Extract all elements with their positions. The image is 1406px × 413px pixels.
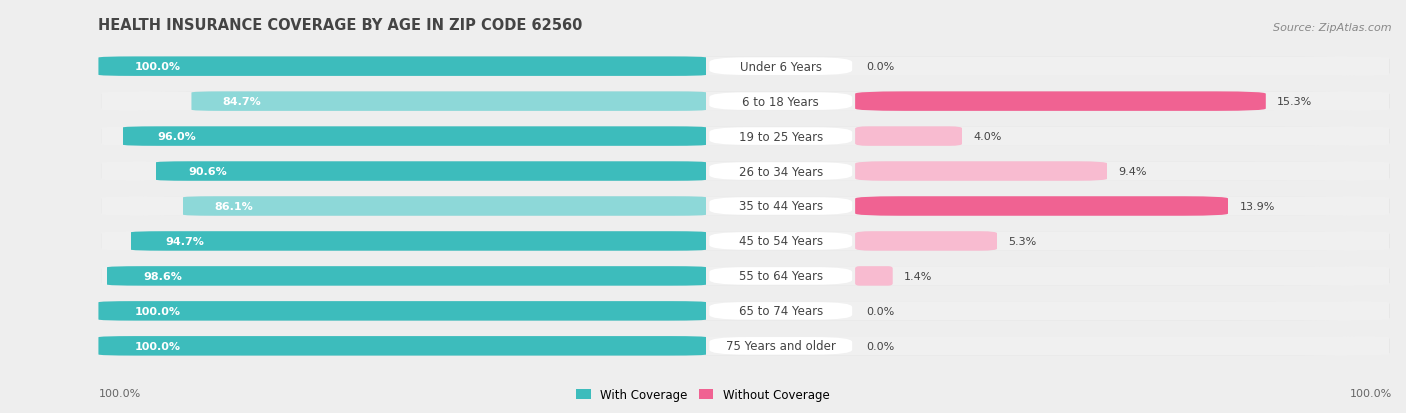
FancyBboxPatch shape bbox=[710, 58, 852, 76]
FancyBboxPatch shape bbox=[101, 162, 1389, 181]
Text: 13.9%: 13.9% bbox=[1240, 202, 1275, 211]
FancyBboxPatch shape bbox=[107, 266, 706, 286]
FancyBboxPatch shape bbox=[131, 232, 706, 251]
FancyBboxPatch shape bbox=[183, 197, 706, 216]
Text: 100.0%: 100.0% bbox=[135, 306, 181, 316]
FancyBboxPatch shape bbox=[101, 336, 1389, 356]
Text: 90.6%: 90.6% bbox=[188, 166, 228, 177]
FancyBboxPatch shape bbox=[855, 266, 893, 286]
Text: 100.0%: 100.0% bbox=[135, 62, 181, 72]
Legend: With Coverage, Without Coverage: With Coverage, Without Coverage bbox=[572, 383, 834, 406]
FancyBboxPatch shape bbox=[101, 127, 1389, 147]
Text: 26 to 34 Years: 26 to 34 Years bbox=[738, 165, 823, 178]
FancyBboxPatch shape bbox=[101, 266, 1389, 286]
Text: 55 to 64 Years: 55 to 64 Years bbox=[738, 270, 823, 283]
FancyBboxPatch shape bbox=[855, 127, 963, 147]
FancyBboxPatch shape bbox=[101, 92, 1389, 112]
Text: 86.1%: 86.1% bbox=[214, 202, 253, 211]
Text: 100.0%: 100.0% bbox=[1350, 388, 1392, 398]
FancyBboxPatch shape bbox=[101, 301, 1389, 321]
Text: 98.6%: 98.6% bbox=[143, 271, 181, 281]
FancyBboxPatch shape bbox=[710, 337, 852, 355]
FancyBboxPatch shape bbox=[710, 268, 852, 285]
Text: 1.4%: 1.4% bbox=[904, 271, 932, 281]
Text: 100.0%: 100.0% bbox=[135, 341, 181, 351]
Text: 100.0%: 100.0% bbox=[98, 388, 141, 398]
Text: 96.0%: 96.0% bbox=[157, 132, 197, 142]
FancyBboxPatch shape bbox=[855, 232, 997, 251]
Text: 75 Years and older: 75 Years and older bbox=[725, 339, 835, 352]
FancyBboxPatch shape bbox=[710, 198, 852, 215]
FancyBboxPatch shape bbox=[98, 301, 706, 321]
FancyBboxPatch shape bbox=[710, 163, 852, 180]
FancyBboxPatch shape bbox=[98, 57, 706, 77]
Text: 0.0%: 0.0% bbox=[866, 306, 894, 316]
FancyBboxPatch shape bbox=[122, 127, 706, 147]
Text: Source: ZipAtlas.com: Source: ZipAtlas.com bbox=[1274, 23, 1392, 33]
Text: 65 to 74 Years: 65 to 74 Years bbox=[738, 305, 823, 318]
Text: 4.0%: 4.0% bbox=[974, 132, 1002, 142]
Text: 45 to 54 Years: 45 to 54 Years bbox=[738, 235, 823, 248]
Text: 9.4%: 9.4% bbox=[1119, 166, 1147, 177]
FancyBboxPatch shape bbox=[101, 197, 1389, 216]
Text: HEALTH INSURANCE COVERAGE BY AGE IN ZIP CODE 62560: HEALTH INSURANCE COVERAGE BY AGE IN ZIP … bbox=[98, 18, 583, 33]
Text: 0.0%: 0.0% bbox=[866, 62, 894, 72]
Text: 19 to 25 Years: 19 to 25 Years bbox=[738, 130, 823, 143]
Text: Under 6 Years: Under 6 Years bbox=[740, 61, 821, 74]
FancyBboxPatch shape bbox=[101, 57, 1389, 77]
FancyBboxPatch shape bbox=[101, 336, 1389, 356]
Text: 84.7%: 84.7% bbox=[222, 97, 262, 107]
FancyBboxPatch shape bbox=[101, 232, 1389, 251]
FancyBboxPatch shape bbox=[156, 162, 706, 181]
FancyBboxPatch shape bbox=[855, 197, 1229, 216]
Text: 5.3%: 5.3% bbox=[1008, 236, 1036, 247]
FancyBboxPatch shape bbox=[191, 92, 706, 112]
FancyBboxPatch shape bbox=[101, 57, 1389, 77]
Text: 6 to 18 Years: 6 to 18 Years bbox=[742, 95, 820, 108]
FancyBboxPatch shape bbox=[101, 301, 1389, 321]
Text: 0.0%: 0.0% bbox=[866, 341, 894, 351]
FancyBboxPatch shape bbox=[101, 162, 1389, 181]
FancyBboxPatch shape bbox=[98, 336, 706, 356]
FancyBboxPatch shape bbox=[855, 162, 1108, 181]
FancyBboxPatch shape bbox=[710, 233, 852, 250]
FancyBboxPatch shape bbox=[101, 266, 1389, 286]
FancyBboxPatch shape bbox=[710, 93, 852, 111]
Text: 35 to 44 Years: 35 to 44 Years bbox=[738, 200, 823, 213]
Text: 15.3%: 15.3% bbox=[1277, 97, 1312, 107]
FancyBboxPatch shape bbox=[101, 232, 1389, 251]
Text: 94.7%: 94.7% bbox=[165, 236, 204, 247]
FancyBboxPatch shape bbox=[101, 127, 1389, 147]
FancyBboxPatch shape bbox=[710, 128, 852, 145]
FancyBboxPatch shape bbox=[855, 92, 1265, 112]
FancyBboxPatch shape bbox=[101, 92, 1389, 112]
FancyBboxPatch shape bbox=[101, 197, 1389, 216]
FancyBboxPatch shape bbox=[710, 302, 852, 320]
